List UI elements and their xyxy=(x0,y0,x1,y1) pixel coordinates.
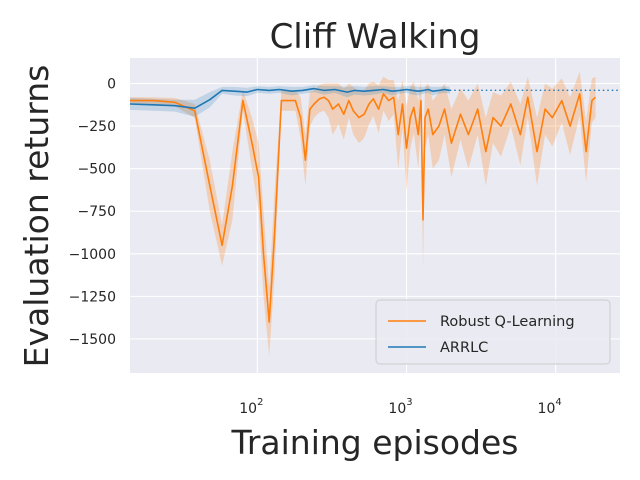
bands xyxy=(130,71,596,356)
y-tick-label: −750 xyxy=(78,204,116,220)
y-tick-label: −1500 xyxy=(69,332,116,348)
chart-title: Cliff Walking xyxy=(270,17,481,57)
y-tick-label: −250 xyxy=(78,119,116,135)
y-tick-label: −500 xyxy=(78,162,116,178)
y-ticks: 0 −250 −500 −750 −1000 −1250 −1500 xyxy=(69,77,116,348)
series-line-robust-q-learning xyxy=(130,93,597,323)
legend: Robust Q-Learning ARRLC xyxy=(375,299,611,365)
legend-box xyxy=(375,299,611,365)
series-line-arrlc xyxy=(129,87,450,109)
y-tick-label: 0 xyxy=(107,77,116,93)
y-tick-label: −1000 xyxy=(69,247,116,263)
y-tick-label: −1250 xyxy=(69,289,116,305)
x-tick-label: 104 xyxy=(538,397,562,417)
x-tick-label: 103 xyxy=(388,397,412,417)
band-arrlc xyxy=(130,85,450,117)
lines xyxy=(129,87,620,323)
y-axis-label: Evaluation returns xyxy=(17,65,56,368)
x-tick-label: 102 xyxy=(239,397,263,417)
band-robust-q-learning xyxy=(130,71,596,356)
legend-label-robust-q-learning: Robust Q-Learning xyxy=(440,314,575,330)
x-ticks: 102 103 104 xyxy=(239,397,562,417)
x-axis-label: Training episodes xyxy=(231,423,519,462)
legend-label-arrlc: ARRLC xyxy=(440,340,488,356)
